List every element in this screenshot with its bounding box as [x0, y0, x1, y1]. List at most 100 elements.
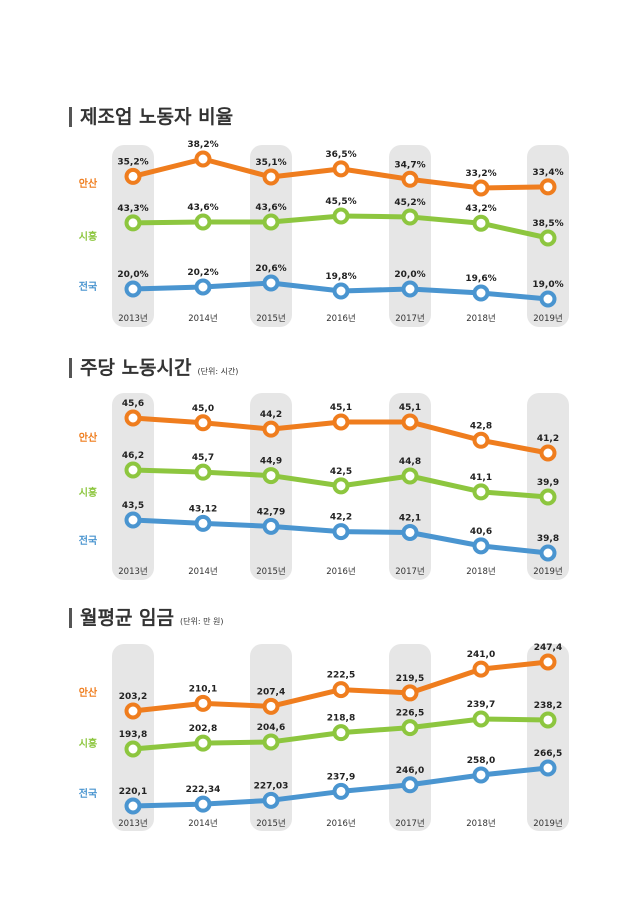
data-label: 45,1 — [399, 403, 421, 413]
data-point — [539, 488, 557, 506]
data-point — [124, 511, 142, 529]
data-point — [332, 782, 350, 800]
data-label: 45,0 — [192, 404, 214, 414]
data-label: 20,0% — [117, 270, 148, 280]
data-label: 35,1% — [255, 158, 286, 168]
data-point — [539, 653, 557, 671]
data-label: 43,5 — [122, 501, 144, 511]
data-point — [262, 697, 280, 715]
chart-unit: (단위: 만 원) — [180, 616, 223, 626]
data-point — [401, 719, 419, 737]
x-tick-label: 2014년 — [188, 313, 217, 324]
data-point — [472, 710, 490, 728]
data-label: 226,5 — [396, 709, 424, 719]
data-label: 227,03 — [254, 781, 289, 791]
data-label: 42,79 — [257, 507, 285, 517]
data-point — [124, 797, 142, 815]
x-tick-label: 2018년 — [466, 818, 495, 829]
highlight-band — [389, 145, 431, 327]
data-label: 220,1 — [119, 787, 147, 797]
highlight-band — [250, 393, 292, 580]
data-label: 36,5% — [325, 150, 356, 160]
data-point — [472, 483, 490, 501]
data-point — [401, 776, 419, 794]
highlight-band — [527, 644, 569, 831]
chart-title: 주당 노동시간 — [80, 357, 192, 379]
title-bar — [69, 358, 72, 378]
x-tick-label: 2016년 — [326, 566, 355, 577]
data-label: 238,2 — [534, 701, 562, 711]
data-label: 19,6% — [465, 274, 496, 284]
data-point — [401, 208, 419, 226]
data-point — [472, 214, 490, 232]
data-label: 204,6 — [257, 723, 285, 733]
x-tick-label: 2018년 — [466, 566, 495, 577]
data-point — [124, 461, 142, 479]
series-name: 안산 — [79, 177, 98, 190]
chart-title: 월평균 임금 — [80, 607, 174, 629]
x-tick-label: 2017년 — [395, 313, 424, 324]
data-point — [332, 207, 350, 225]
data-label: 44,9 — [260, 457, 282, 467]
series-name: 시흥 — [79, 486, 97, 499]
series-name: 안산 — [79, 431, 98, 444]
x-tick-label: 2019년 — [533, 818, 562, 829]
chart-3: 월평균 임금 (단위: 만 원) 2013년 2014년 2015년 2016년 2017년… — [69, 607, 569, 831]
data-label: 33,2% — [465, 169, 496, 179]
data-label: 20,0% — [394, 270, 425, 280]
data-point — [472, 284, 490, 302]
chart-title: 제조업 노동자 비율 — [80, 106, 233, 128]
data-label: 38,2% — [187, 140, 218, 150]
data-point — [539, 444, 557, 462]
data-point — [194, 463, 212, 481]
series-name: 전국 — [79, 280, 97, 293]
data-label: 246,0 — [396, 766, 424, 776]
x-tick-label: 2013년 — [118, 313, 147, 324]
data-point — [194, 795, 212, 813]
data-point — [401, 684, 419, 702]
data-label: 43,2% — [465, 204, 496, 214]
series-name: 시흥 — [79, 230, 97, 243]
data-point — [539, 229, 557, 247]
chart-1: 제조업 노동자 비율 2013년 2014년 2015년 2016년 2017년 2018년… — [69, 106, 569, 327]
data-label: 202,8 — [189, 724, 217, 734]
data-point — [401, 467, 419, 485]
data-point — [262, 213, 280, 231]
data-point — [332, 681, 350, 699]
x-tick-label: 2015년 — [256, 566, 285, 577]
data-point — [332, 477, 350, 495]
data-label: 203,2 — [119, 692, 147, 702]
data-point — [539, 544, 557, 562]
data-point — [124, 280, 142, 298]
data-label: 43,3% — [117, 204, 148, 214]
data-label: 258,0 — [467, 756, 495, 766]
data-label: 44,8 — [399, 457, 421, 467]
data-point — [124, 214, 142, 232]
data-label: 45,1 — [330, 403, 352, 413]
x-tick-label: 2015년 — [256, 818, 285, 829]
data-label: 39,8 — [537, 534, 559, 544]
data-label: 19,8% — [325, 272, 356, 282]
data-point — [124, 740, 142, 758]
data-label: 41,1 — [470, 473, 492, 483]
data-label: 46,2 — [122, 451, 144, 461]
data-point — [472, 179, 490, 197]
data-label: 266,5 — [534, 749, 562, 759]
highlight-band — [112, 145, 154, 327]
data-label: 45,7 — [192, 453, 214, 463]
x-tick-label: 2017년 — [395, 566, 424, 577]
data-point — [124, 702, 142, 720]
x-tick-label: 2017년 — [395, 818, 424, 829]
data-label: 40,6 — [470, 527, 492, 537]
data-label: 38,5% — [532, 219, 563, 229]
series-name: 전국 — [79, 787, 97, 800]
data-label: 43,6% — [187, 203, 218, 213]
data-point — [262, 420, 280, 438]
data-point — [401, 523, 419, 541]
data-point — [539, 711, 557, 729]
highlight-band — [527, 393, 569, 580]
data-label: 219,5 — [396, 674, 424, 684]
data-label: 222,5 — [327, 671, 355, 681]
data-point — [472, 431, 490, 449]
data-label: 43,6% — [255, 203, 286, 213]
